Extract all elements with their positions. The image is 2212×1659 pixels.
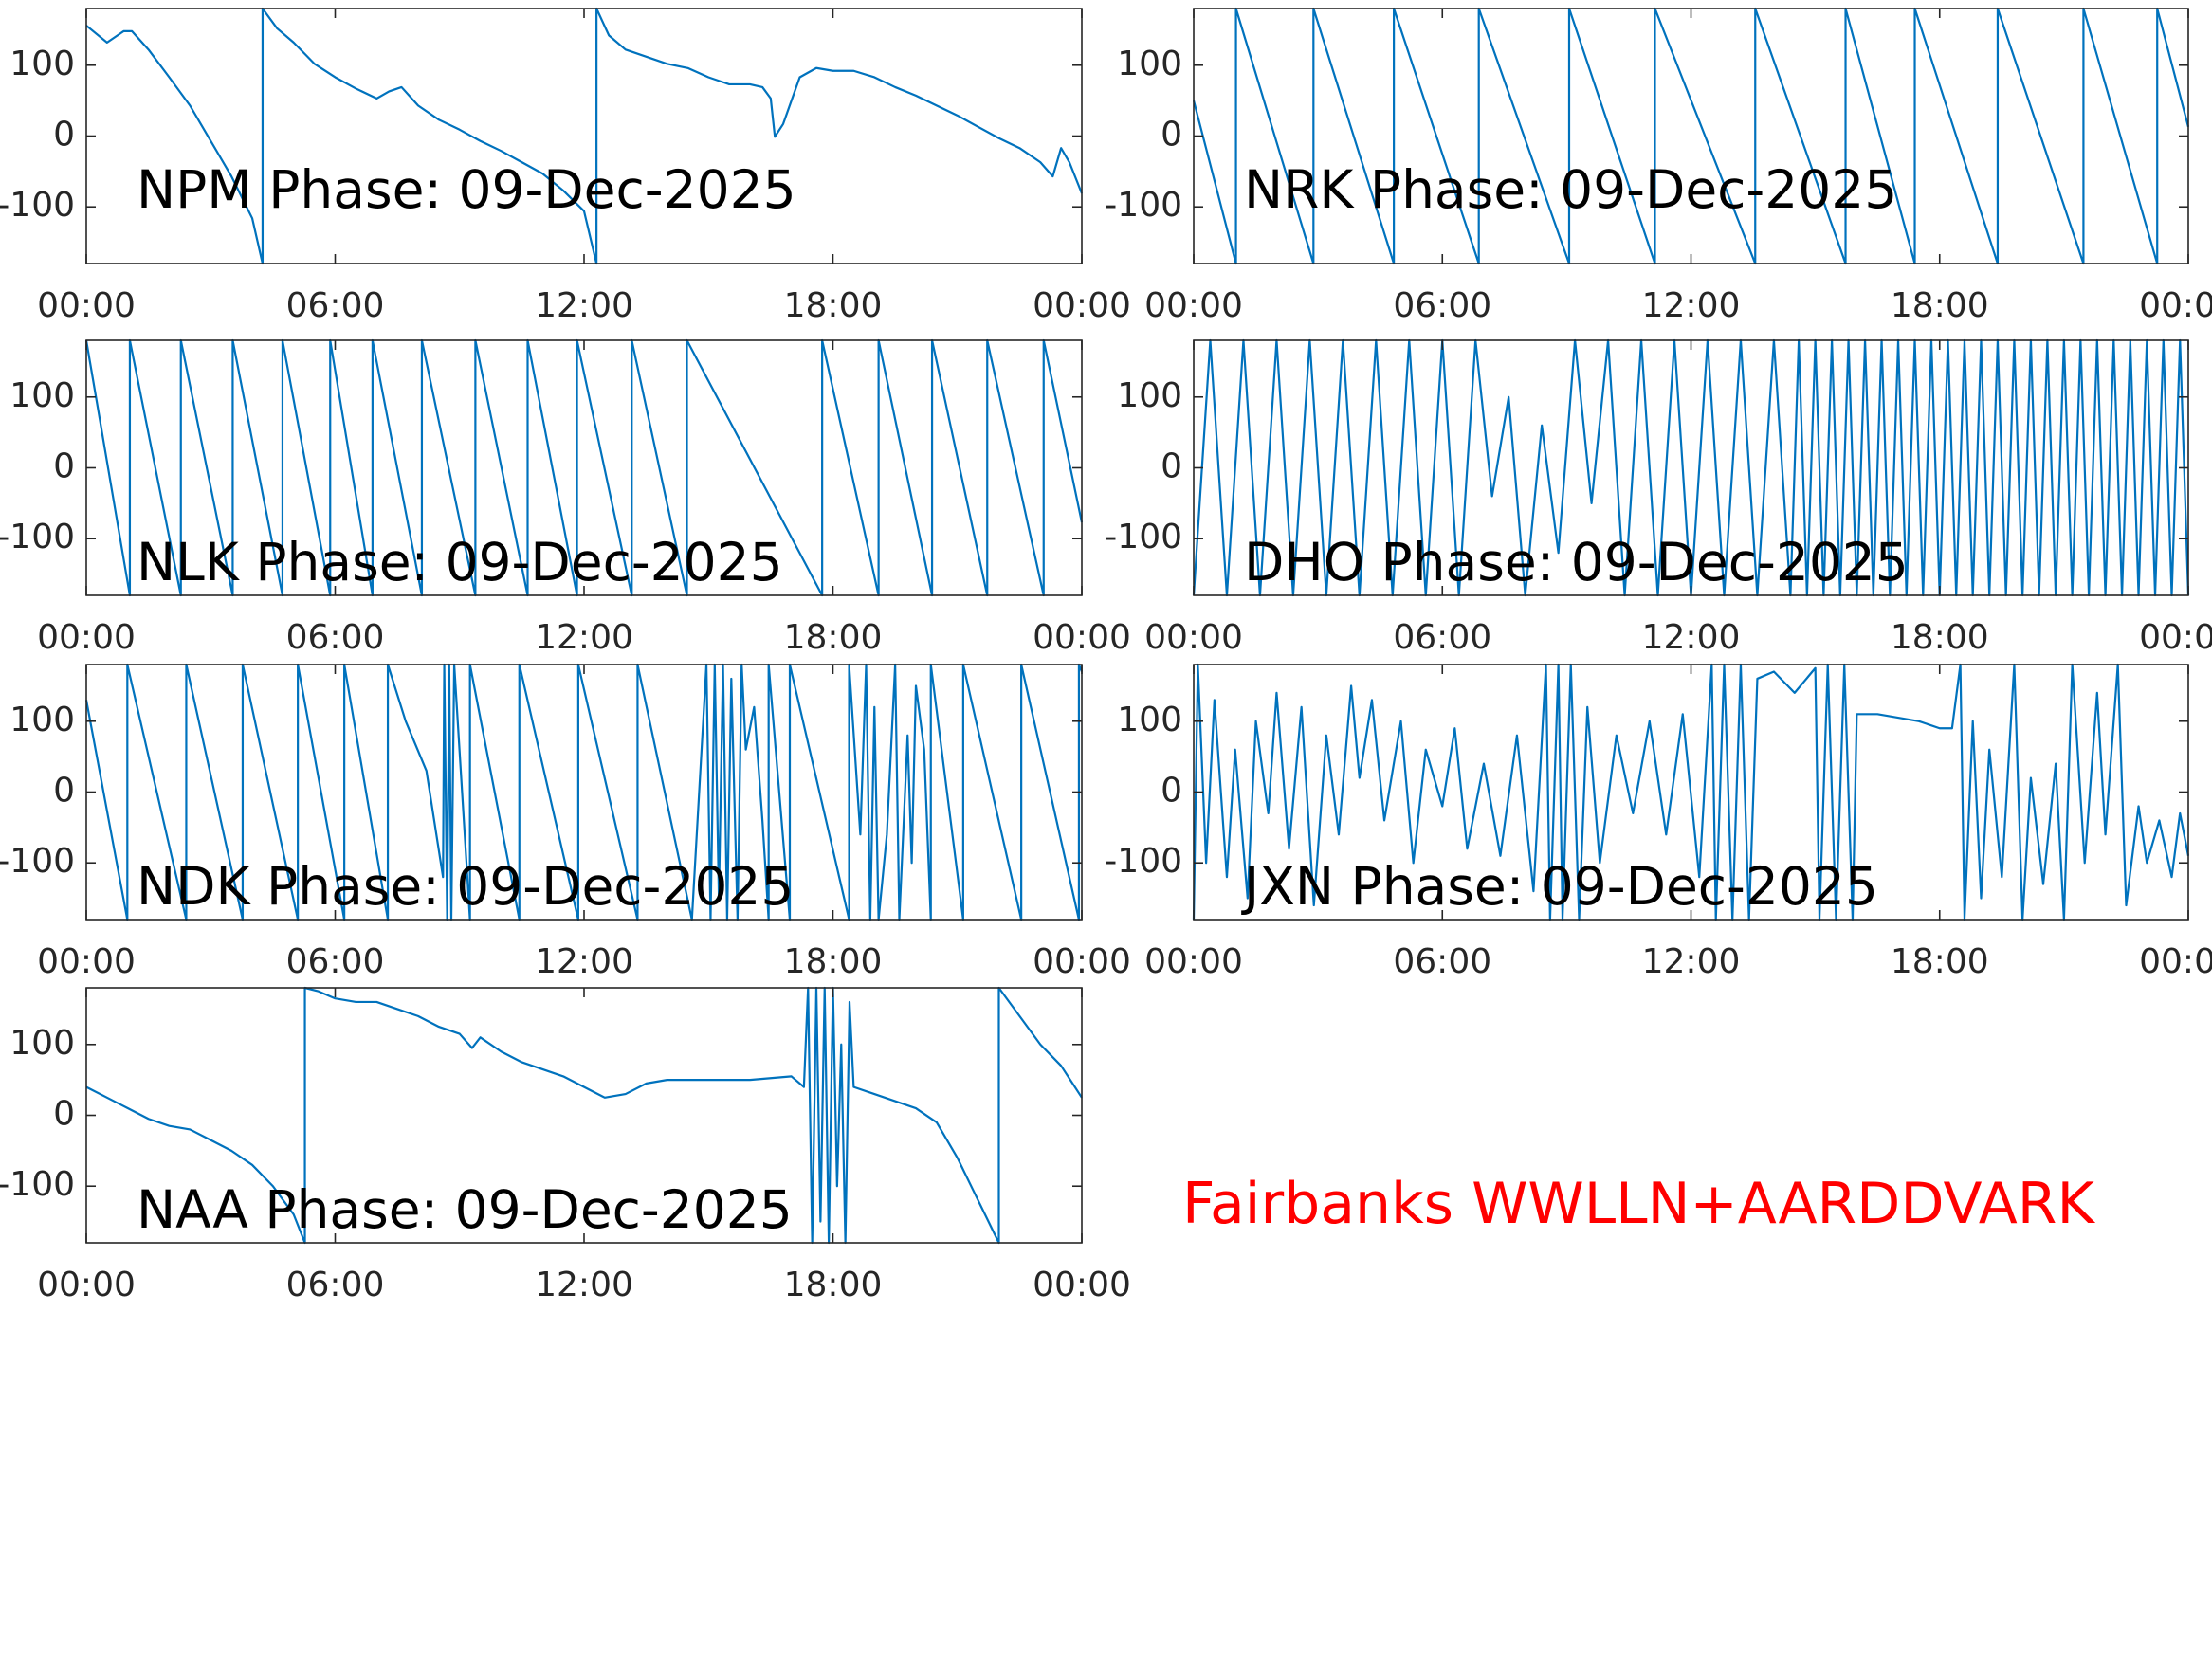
x-tick-label: 12:00 [535, 618, 633, 657]
subplot-title: NDK Phase: 09-Dec-2025 [137, 856, 794, 917]
y-tick-label: -100 [0, 1165, 75, 1204]
y-tick-label: 100 [9, 45, 75, 83]
phase-line [85, 986, 1083, 1245]
x-tick-label: 00:00 [1144, 286, 1243, 325]
subplot-title: JXN Phase: 09-Dec-2025 [1241, 856, 1878, 917]
x-tick-label: 00:00 [1033, 286, 1131, 325]
x-tick-label: 00:00 [1033, 1266, 1131, 1304]
annotation: Fairbanks WWLLN+AARDDVARK [1182, 1171, 2095, 1237]
x-tick-label: 00:00 [1144, 618, 1243, 657]
x-tick-label: 00:00 [2139, 286, 2212, 325]
phase-line [85, 7, 1084, 265]
y-tick-label: 0 [53, 772, 75, 811]
x-tick-label: 18:00 [784, 618, 883, 657]
x-tick-label: 06:00 [286, 942, 385, 981]
x-tick-label: 06:00 [286, 286, 385, 325]
subplot-title: NLK Phase: 09-Dec-2025 [137, 532, 783, 592]
y-tick-label: -100 [0, 518, 75, 556]
y-tick-label: 100 [9, 701, 75, 739]
y-tick-label: -100 [0, 842, 75, 881]
y-tick-label: -100 [1105, 186, 1182, 225]
y-tick-label: 100 [1117, 376, 1182, 415]
x-tick-label: 00:00 [37, 618, 136, 657]
x-tick-label: 00:00 [37, 942, 136, 981]
x-tick-label: 00:00 [1144, 942, 1243, 981]
x-tick-label: 12:00 [535, 942, 633, 981]
y-tick-label: 100 [1117, 701, 1182, 739]
y-tick-label: 100 [9, 1024, 75, 1063]
x-tick-label: 12:00 [535, 1266, 633, 1304]
x-tick-label: 00:00 [2139, 618, 2212, 657]
y-tick-label: -100 [1105, 842, 1182, 881]
x-tick-label: 18:00 [784, 942, 883, 981]
subplot-title: NPM Phase: 09-Dec-2025 [137, 159, 796, 220]
y-tick-label: 0 [53, 1095, 75, 1134]
y-tick-label: 0 [1161, 116, 1182, 155]
x-tick-label: 06:00 [286, 618, 385, 657]
phase-line [1192, 7, 2190, 265]
x-tick-label: 18:00 [1891, 286, 1989, 325]
x-tick-label: 12:00 [1642, 286, 1741, 325]
x-tick-label: 06:00 [286, 1266, 385, 1304]
subplot-title: DHO Phase: 09-Dec-2025 [1244, 532, 1909, 592]
y-tick-label: 0 [1161, 447, 1182, 486]
y-tick-label: 0 [1161, 772, 1182, 811]
y-tick-label: 100 [1117, 45, 1182, 83]
subplot-title: NRK Phase: 09-Dec-2025 [1244, 159, 1897, 220]
subplot: -100 0 100 00:00 06:00 12:00 18:00 00:00 NRK Pha… [1105, 7, 2212, 325]
x-tick-label: 18:00 [1891, 942, 1989, 981]
subplot: -100 0 100 00:00 06:00 12:00 18:00 00:00 NPM Pha… [0, 7, 1131, 325]
phase-line [1192, 663, 2190, 921]
x-tick-label: 18:00 [784, 286, 883, 325]
x-tick-label: 00:00 [37, 286, 136, 325]
x-tick-label: 18:00 [784, 1266, 883, 1304]
subplot-title: NAA Phase: 09-Dec-2025 [137, 1179, 793, 1240]
y-tick-label: 100 [9, 376, 75, 415]
x-tick-label: 06:00 [1393, 942, 1491, 981]
x-tick-label: 12:00 [535, 286, 633, 325]
x-tick-label: 06:00 [1393, 618, 1491, 657]
y-tick-label: -100 [0, 186, 75, 225]
x-tick-label: 00:00 [37, 1266, 136, 1304]
x-tick-label: 18:00 [1891, 618, 1989, 657]
y-tick-label: 0 [53, 116, 75, 155]
x-tick-label: 12:00 [1642, 618, 1741, 657]
y-tick-label: 0 [53, 447, 75, 486]
x-tick-label: 00:00 [1033, 942, 1131, 981]
x-tick-label: 06:00 [1393, 286, 1491, 325]
x-tick-label: 00:00 [2139, 942, 2212, 981]
x-tick-label: 12:00 [1642, 942, 1741, 981]
x-tick-label: 00:00 [1033, 618, 1131, 657]
phase-line [84, 338, 1084, 597]
y-tick-label: -100 [1105, 518, 1182, 556]
subplot: -100 0 100 00:00 06:00 12:00 18:00 00:00 JXN Pha… [1105, 663, 2212, 981]
